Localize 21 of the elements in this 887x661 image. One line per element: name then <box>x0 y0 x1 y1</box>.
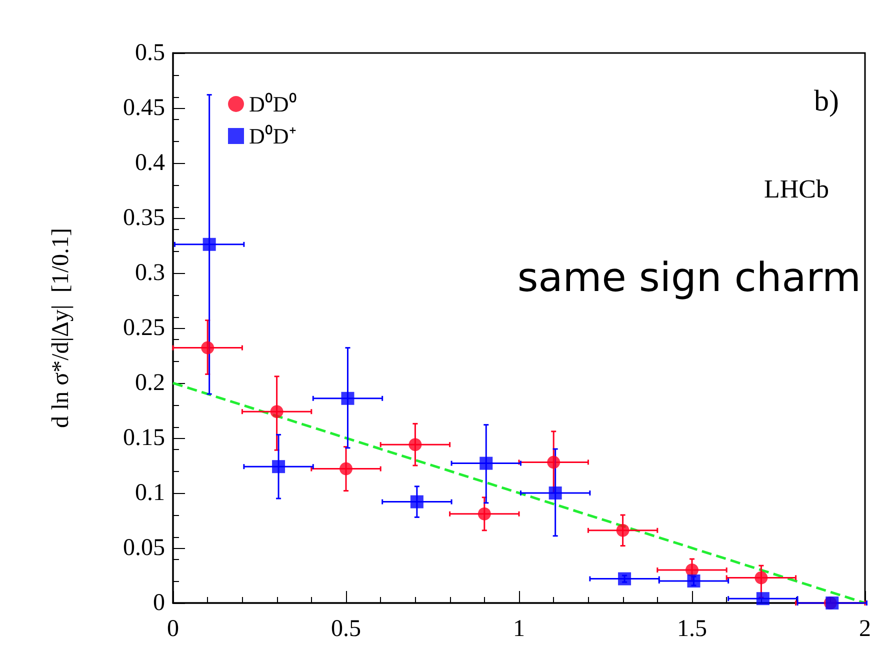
y-tick-label: 0.05 <box>123 535 165 561</box>
y-tick-label: 0.4 <box>135 150 165 176</box>
x-tick-label: 2 <box>859 616 871 642</box>
legend-label: D⁰D⁰ <box>249 92 297 116</box>
y-tick-label: 0.45 <box>123 95 165 121</box>
y-tick-label: 0 <box>153 590 165 616</box>
x-tick-label: 1.5 <box>677 616 707 642</box>
y-tick-label: 0.1 <box>135 480 165 506</box>
y-tick-label: 0.5 <box>135 40 165 66</box>
y-tick-label: 0.3 <box>135 260 165 286</box>
annotation: same sign charm <box>517 255 862 301</box>
annotation: LHCb <box>764 174 829 204</box>
y-tick-label: 0.25 <box>123 315 165 341</box>
y-axis-title: d ln σ*/d|Δy| [1/0.1] <box>48 228 74 428</box>
y-tick-label: 0.15 <box>123 425 165 451</box>
annotation: b) <box>814 84 840 118</box>
legend-label: D⁰D⁺ <box>249 124 296 148</box>
y-tick-label: 0.35 <box>123 205 165 231</box>
x-tick-label: 0.5 <box>331 616 361 642</box>
y-tick-label: 0.2 <box>135 370 165 396</box>
x-tick-label: 1 <box>513 616 525 642</box>
